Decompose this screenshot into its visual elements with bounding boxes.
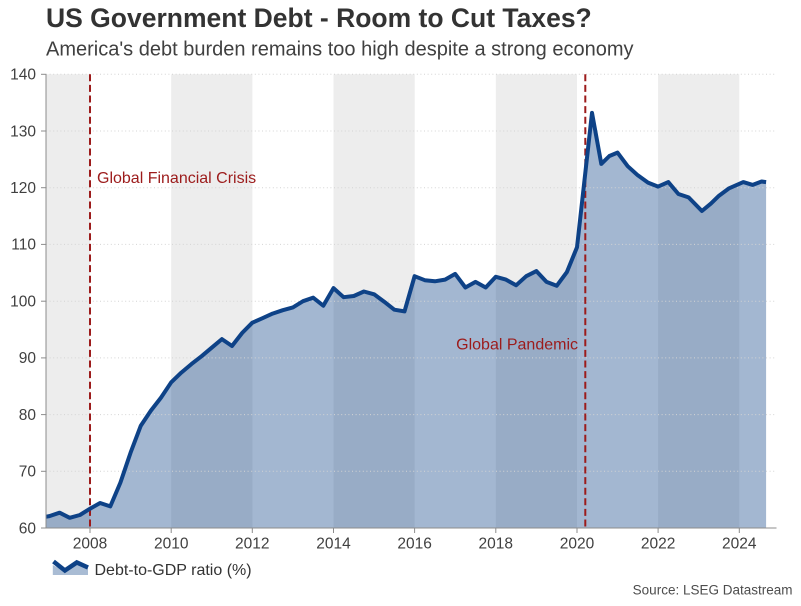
svg-text:130: 130 — [10, 123, 36, 140]
svg-text:2010: 2010 — [154, 536, 189, 553]
svg-text:120: 120 — [10, 180, 36, 197]
svg-text:US Government Debt - Room to C: US Government Debt - Room to Cut Taxes? — [46, 3, 592, 33]
svg-text:America's debt burden remains: America's debt burden remains too high d… — [46, 39, 633, 61]
svg-text:90: 90 — [19, 350, 37, 367]
svg-text:140: 140 — [10, 67, 36, 84]
svg-text:2008: 2008 — [73, 536, 107, 553]
svg-text:60: 60 — [19, 520, 37, 537]
svg-text:2016: 2016 — [397, 536, 431, 553]
svg-text:2022: 2022 — [641, 536, 675, 553]
svg-text:Debt-to-GDP ratio (%): Debt-to-GDP ratio (%) — [95, 562, 252, 579]
svg-text:Source: LSEG Datastream: Source: LSEG Datastream — [633, 583, 793, 598]
svg-text:2014: 2014 — [316, 536, 351, 553]
svg-text:2012: 2012 — [235, 536, 269, 553]
svg-text:100: 100 — [10, 294, 36, 311]
svg-text:70: 70 — [19, 464, 37, 481]
svg-text:110: 110 — [11, 237, 36, 254]
svg-text:80: 80 — [19, 407, 37, 424]
svg-text:Global Pandemic: Global Pandemic — [456, 337, 578, 354]
svg-text:2020: 2020 — [560, 536, 595, 553]
svg-text:2018: 2018 — [479, 536, 513, 553]
svg-text:2024: 2024 — [722, 536, 757, 553]
svg-text:Global Financial Crisis: Global Financial Crisis — [97, 170, 256, 187]
